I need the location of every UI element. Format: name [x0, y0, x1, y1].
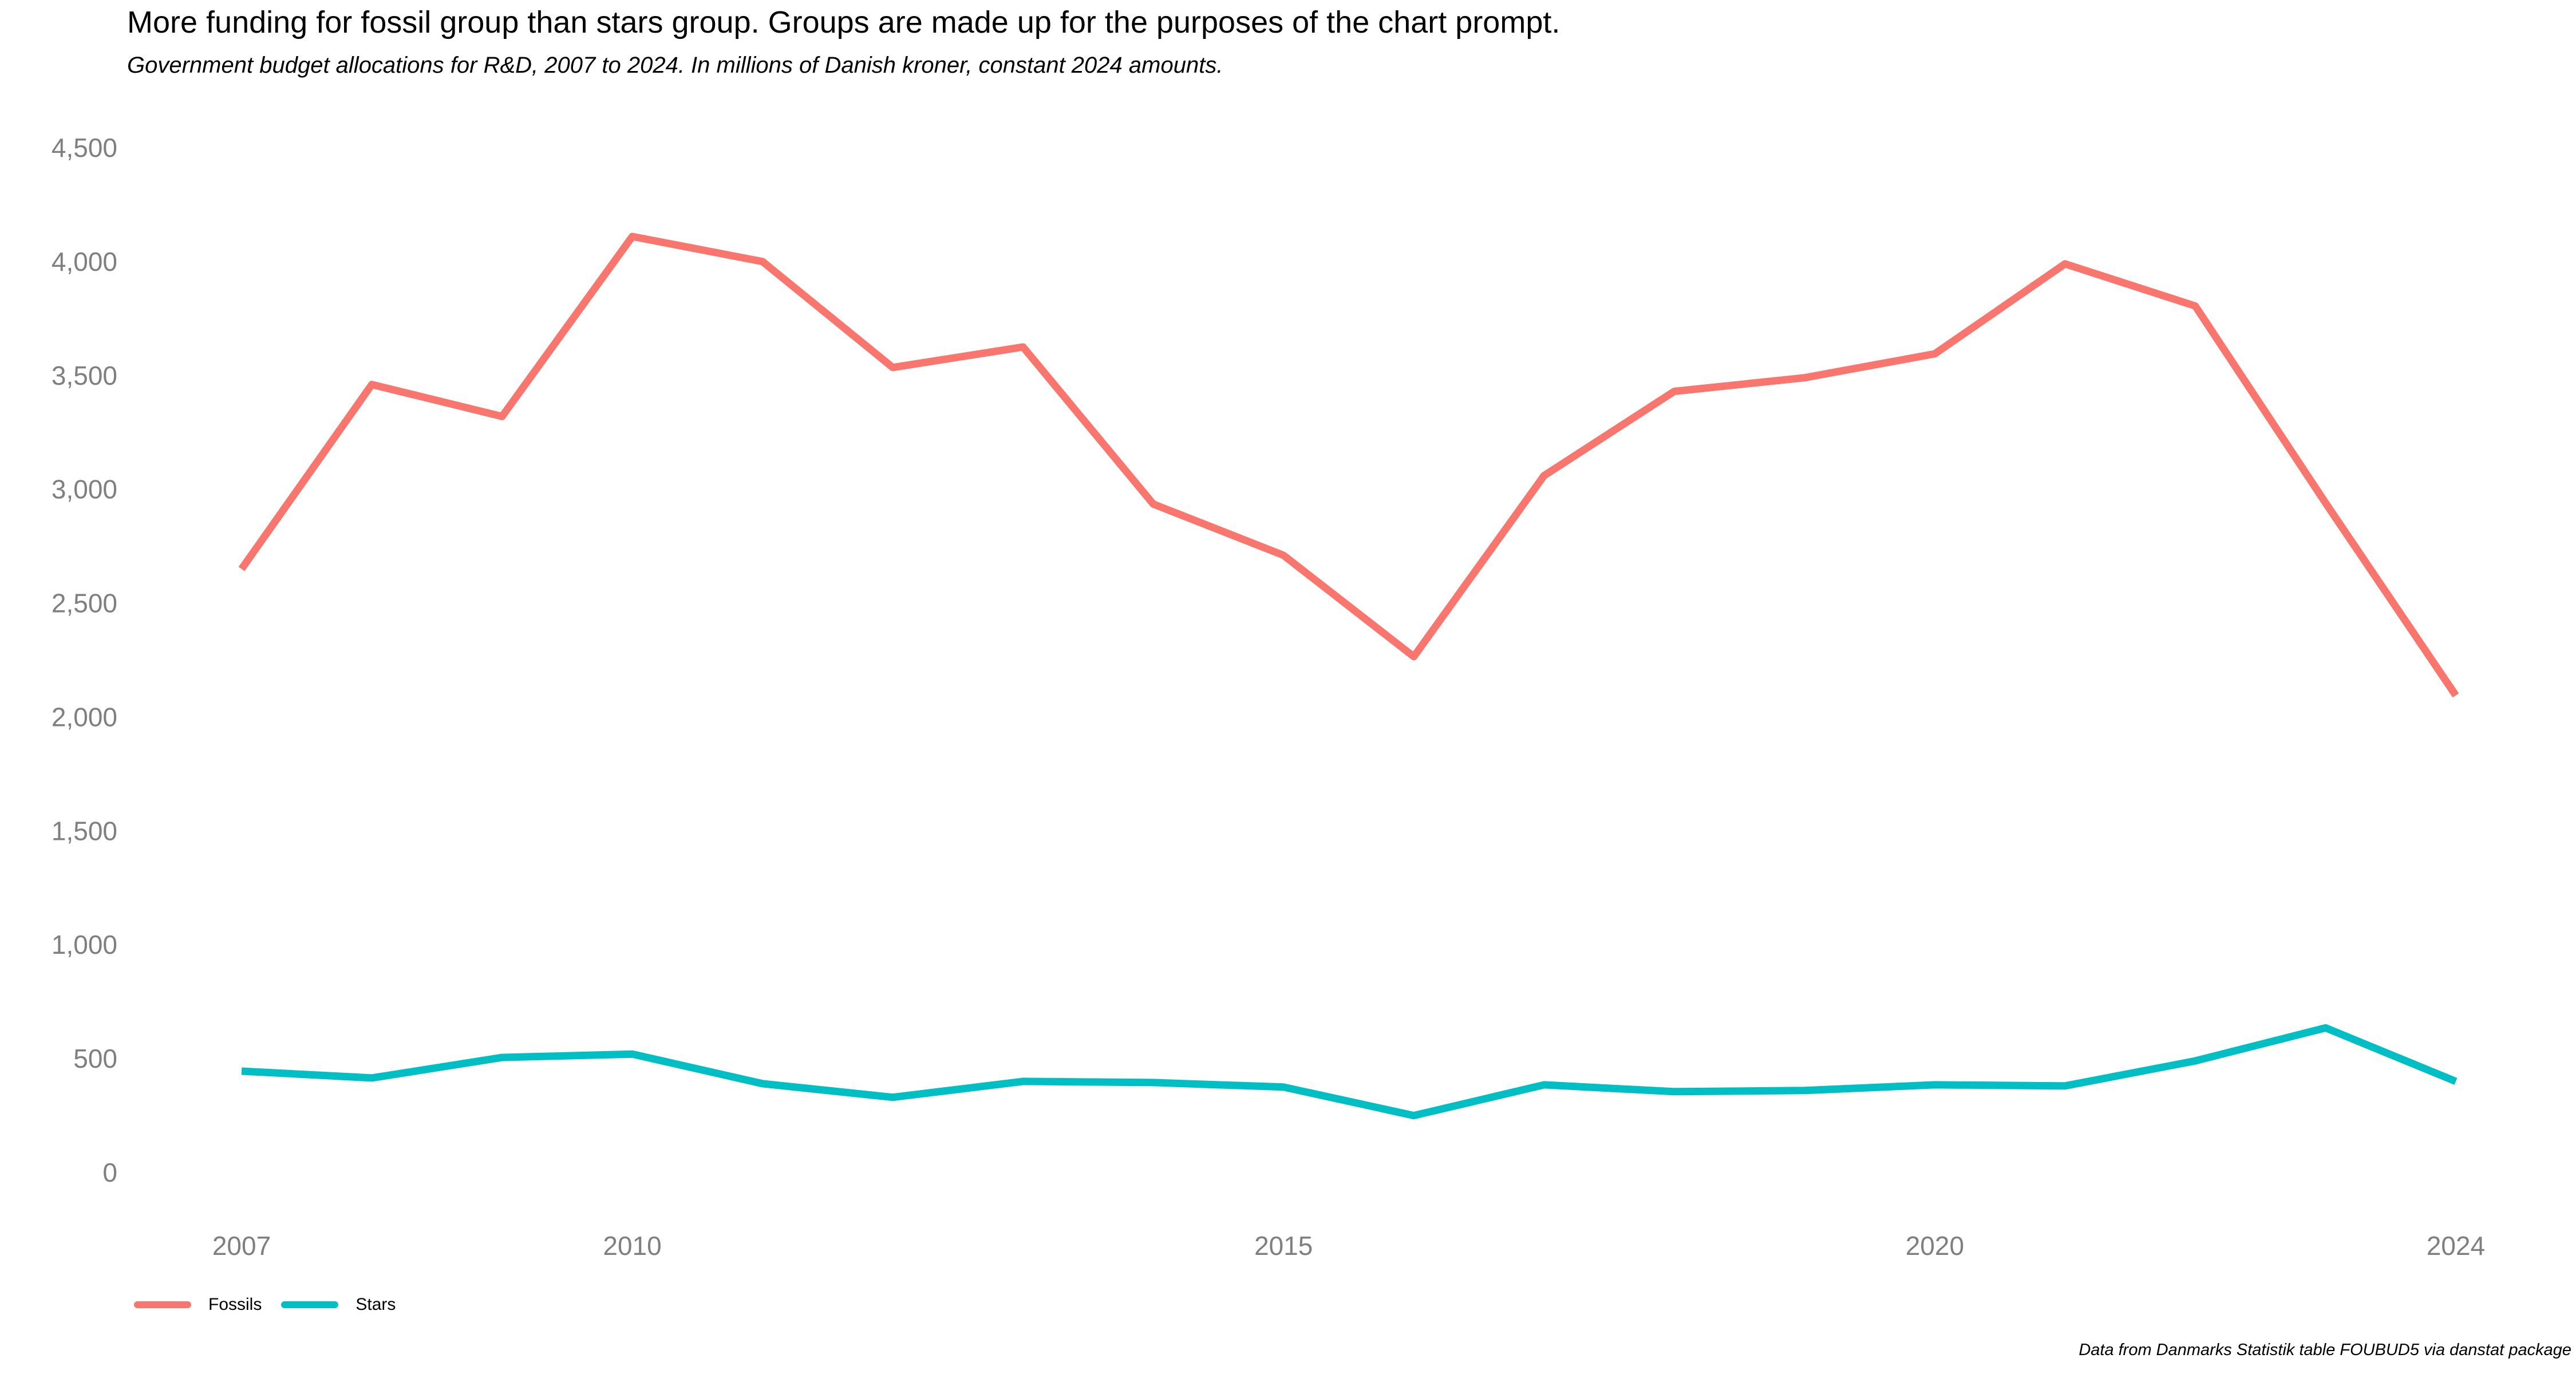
series-line-fossils	[238, 232, 2459, 698]
x-tick-label: 2010	[603, 1231, 661, 1261]
x-axis: 2007 2010 2015 2020 2024	[212, 1231, 2485, 1261]
y-tick-label: 500	[73, 1044, 117, 1073]
y-tick-label: 3,000	[52, 475, 117, 504]
y-tick-label: 4,500	[52, 133, 117, 163]
legend-key-stars	[281, 1301, 339, 1308]
y-tick-label: 1,500	[52, 816, 117, 846]
x-tick-label: 2020	[1906, 1231, 1964, 1261]
legend-item-fossils: Fossils	[134, 1295, 262, 1314]
legend-label-fossils: Fossils	[208, 1295, 262, 1314]
series-line-stars	[241, 1024, 2458, 1120]
y-tick-label: 2,000	[52, 702, 117, 732]
y-tick-label: 2,500	[52, 589, 117, 618]
series-lines	[238, 232, 2459, 1120]
chart-title: More funding for fossil group than stars…	[127, 5, 1560, 40]
y-tick-label: 1,000	[52, 930, 117, 960]
x-tick-label: 2024	[2427, 1231, 2485, 1261]
x-tick-label: 2007	[212, 1231, 271, 1261]
x-tick-label: 2015	[1254, 1231, 1313, 1261]
chart-subtitle: Government budget allocations for R&D, 2…	[127, 53, 1223, 78]
chart-caption: Data from Danmarks Statistik table FOUBU…	[2079, 1341, 2571, 1359]
y-tick-label: 4,000	[52, 247, 117, 277]
y-tick-label: 0	[102, 1158, 117, 1187]
y-tick-label: 3,500	[52, 361, 117, 390]
y-axis: 0 500 1,000 1,500 2,000 2,500 3,000 3,500 4,000 4…	[52, 133, 117, 1187]
legend-key-fossils	[134, 1301, 191, 1308]
legend-label-stars: Stars	[355, 1295, 396, 1314]
legend: Fossils Stars	[134, 1295, 415, 1314]
legend-item-stars: Stars	[281, 1295, 396, 1314]
